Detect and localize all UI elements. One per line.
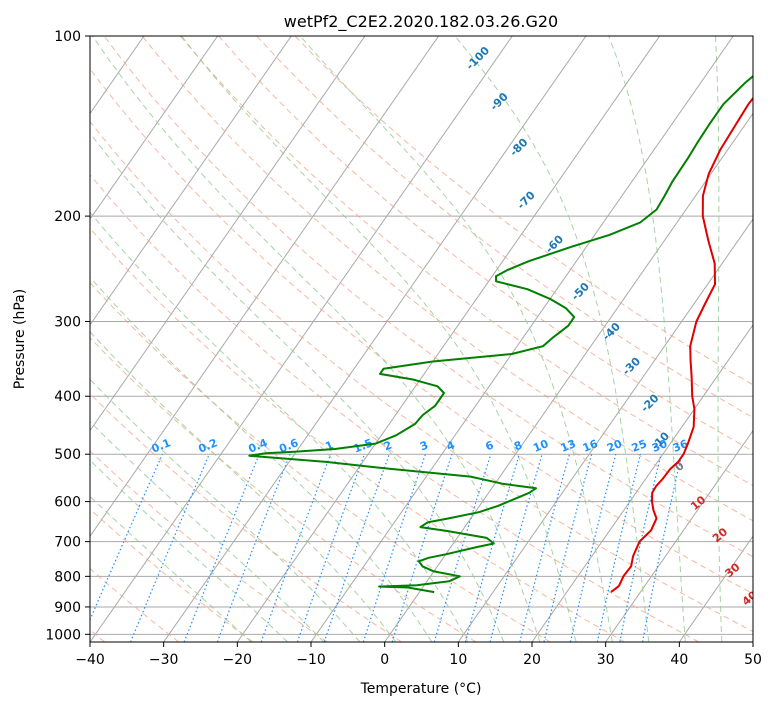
moist-adiabat-line xyxy=(608,36,686,642)
y-tick-label: 300 xyxy=(54,314,81,330)
isotherm-line xyxy=(90,36,513,642)
y-tick-label: 1000 xyxy=(45,627,81,643)
dry-adiabat-line xyxy=(141,36,753,522)
dry-adiabat-line xyxy=(90,450,328,642)
y-tick-label: 700 xyxy=(54,535,81,551)
mixing-ratio-line xyxy=(464,454,520,642)
mixing-ratio-line xyxy=(323,454,390,642)
mixing-ratio-label: 25 xyxy=(630,437,649,455)
dry-adiabat-line xyxy=(90,337,477,642)
y-tick-label: 400 xyxy=(54,389,81,405)
mixing-ratio-line xyxy=(596,454,642,642)
mixing-ratio-label: 2 xyxy=(382,439,394,454)
isotherm-line xyxy=(310,36,734,642)
moist-adiabat-line xyxy=(90,378,361,642)
mixing-ratio-line xyxy=(642,454,683,642)
y-tick-label: 800 xyxy=(54,569,81,585)
isotherm-line xyxy=(0,36,70,642)
mixing-ratio-line xyxy=(433,454,492,642)
isotherm-line xyxy=(90,36,366,432)
temperature-profile-line xyxy=(610,96,753,593)
moist-adiabat-line xyxy=(90,331,397,642)
isotherm-line xyxy=(605,429,753,642)
x-tick-label: −10 xyxy=(296,652,326,668)
x-axis-label: Temperature (°C) xyxy=(360,681,482,697)
mixing-ratio-line xyxy=(216,453,291,642)
isotherm-line xyxy=(90,36,219,221)
plot-frame xyxy=(89,35,754,643)
mixing-ratio-line xyxy=(183,453,260,642)
x-tick-label: −40 xyxy=(75,652,105,668)
x-axis: −40 −30 −20 −10 0 10 20 30 40 50 xyxy=(75,642,762,668)
isotherm-line xyxy=(531,323,753,642)
x-tick-label: 0 xyxy=(380,652,389,668)
moist-adiabat-line xyxy=(715,36,723,642)
dewpoint-profile-line xyxy=(248,74,753,594)
moist-adiabat-line xyxy=(90,459,288,642)
y-tick-label: 600 xyxy=(54,495,81,511)
mixing-ratio-line xyxy=(489,454,543,642)
mixing-ratio-label: 8 xyxy=(512,439,524,454)
plot-background xyxy=(90,36,753,642)
isotherm-line xyxy=(752,641,753,642)
moist-adiabat-line xyxy=(90,132,505,642)
background-lines xyxy=(0,36,753,642)
x-tick-label: 40 xyxy=(670,652,688,668)
x-tick-label: 50 xyxy=(744,652,762,668)
chart-title: wetPf2_C2E2.2020.182.03.26.G20 xyxy=(284,12,558,32)
mixing-ratio-line xyxy=(391,454,453,642)
mixing-ratio-label: 16 xyxy=(581,437,600,455)
dry-adiabat-line xyxy=(90,508,254,642)
y-tick-label: 900 xyxy=(54,600,81,616)
x-tick-label: 30 xyxy=(597,652,615,668)
isotherm-line xyxy=(457,218,753,642)
x-tick-label: −30 xyxy=(149,652,179,668)
y-tick-label: 100 xyxy=(54,29,81,45)
isotherm-line xyxy=(384,112,753,642)
mixing-ratio-label: 13 xyxy=(559,437,578,455)
mixing-ratio-label: 20 xyxy=(605,437,624,455)
mixing-ratio-line xyxy=(519,454,571,642)
mixing-ratio-label: 1 xyxy=(323,439,335,454)
mixing-ratio-line xyxy=(260,453,332,642)
moist-adiabat-line xyxy=(90,495,252,642)
x-tick-label: 10 xyxy=(449,652,467,668)
mixing-ratio-label: 3 xyxy=(418,439,430,454)
moist-adiabat-line xyxy=(90,276,433,642)
mixing-ratio-line xyxy=(296,453,365,642)
y-axis-label: Pressure (hPa) xyxy=(12,289,28,389)
profile-series xyxy=(248,74,753,594)
isotherm-line xyxy=(163,36,587,642)
dry-adiabat-line xyxy=(256,36,753,419)
y-tick-label: 200 xyxy=(54,209,81,225)
moist-adiabat-line xyxy=(181,36,577,642)
y-axis: 100 200 300 400 500 600 700 800 900 1000 xyxy=(45,29,90,643)
dry-adiabat-line xyxy=(90,174,700,642)
isotherm-line xyxy=(90,36,440,538)
moist-adiabat-line xyxy=(91,36,541,642)
moist-adiabat-line xyxy=(90,420,325,642)
y-tick-label: 500 xyxy=(54,447,81,463)
dry-adiabat-line xyxy=(90,120,753,633)
isotherm-line xyxy=(90,36,292,326)
dry-adiabat-line xyxy=(90,282,551,642)
dry-adiabat-line xyxy=(90,68,753,595)
mixing-ratio-label: 10 xyxy=(531,437,550,455)
isotherm-line xyxy=(678,535,753,642)
dry-adiabat-line xyxy=(218,36,753,452)
x-tick-label: 20 xyxy=(523,652,541,668)
dry-adiabat-line xyxy=(180,36,753,487)
moist-adiabat-line xyxy=(90,211,469,642)
mixing-ratio-line xyxy=(619,454,662,642)
mixing-ratio-line xyxy=(362,454,426,642)
x-tick-label: −20 xyxy=(223,652,253,668)
dry-adiabat-line xyxy=(103,36,753,558)
mixing-ratio-label: 30 xyxy=(650,437,669,455)
mixing-ratio-line xyxy=(130,453,210,642)
